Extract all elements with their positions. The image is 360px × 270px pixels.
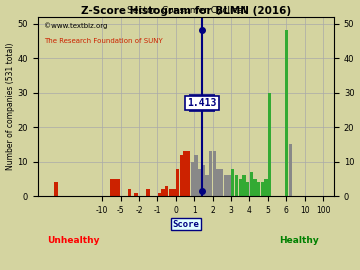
Bar <box>165 186 168 196</box>
Bar <box>198 168 201 196</box>
Text: Score: Score <box>172 220 199 228</box>
Bar <box>161 189 165 196</box>
Bar <box>242 176 246 196</box>
Bar <box>128 189 131 196</box>
Bar <box>253 179 257 196</box>
Bar <box>220 168 224 196</box>
Bar <box>54 183 58 196</box>
Bar <box>168 189 172 196</box>
Title: Z-Score Histogram for BLMN (2016): Z-Score Histogram for BLMN (2016) <box>81 6 291 16</box>
Y-axis label: Number of companies (531 total): Number of companies (531 total) <box>5 43 14 170</box>
Bar <box>180 155 183 196</box>
Text: ©www.textbiz.org: ©www.textbiz.org <box>44 22 107 29</box>
Bar <box>224 176 227 196</box>
Text: 1.413: 1.413 <box>187 98 216 108</box>
Bar <box>264 179 267 196</box>
Bar <box>249 172 253 196</box>
Bar <box>284 31 288 196</box>
Bar <box>216 168 220 196</box>
Bar <box>113 179 117 196</box>
Bar <box>231 168 234 196</box>
Bar <box>158 193 161 196</box>
Bar <box>268 93 271 196</box>
Bar <box>239 179 242 196</box>
Bar <box>257 183 260 196</box>
Text: Unhealthy: Unhealthy <box>47 236 99 245</box>
Bar <box>235 176 238 196</box>
Bar <box>206 176 209 196</box>
Bar <box>228 176 231 196</box>
Bar <box>191 162 194 196</box>
Bar <box>289 144 292 196</box>
Bar <box>202 165 205 196</box>
Text: Sector: Consumer Cyclical: Sector: Consumer Cyclical <box>126 6 245 15</box>
Bar <box>176 168 179 196</box>
Bar <box>209 151 212 196</box>
Bar <box>246 183 249 196</box>
Bar <box>183 151 186 196</box>
Bar <box>147 189 150 196</box>
Bar <box>110 179 113 196</box>
Bar <box>213 151 216 196</box>
Bar <box>261 183 264 196</box>
Bar <box>134 193 138 196</box>
Bar <box>172 189 176 196</box>
Text: The Research Foundation of SUNY: The Research Foundation of SUNY <box>44 38 162 44</box>
Bar <box>194 155 198 196</box>
Bar <box>117 179 120 196</box>
Bar <box>187 151 190 196</box>
Text: Healthy: Healthy <box>279 236 318 245</box>
